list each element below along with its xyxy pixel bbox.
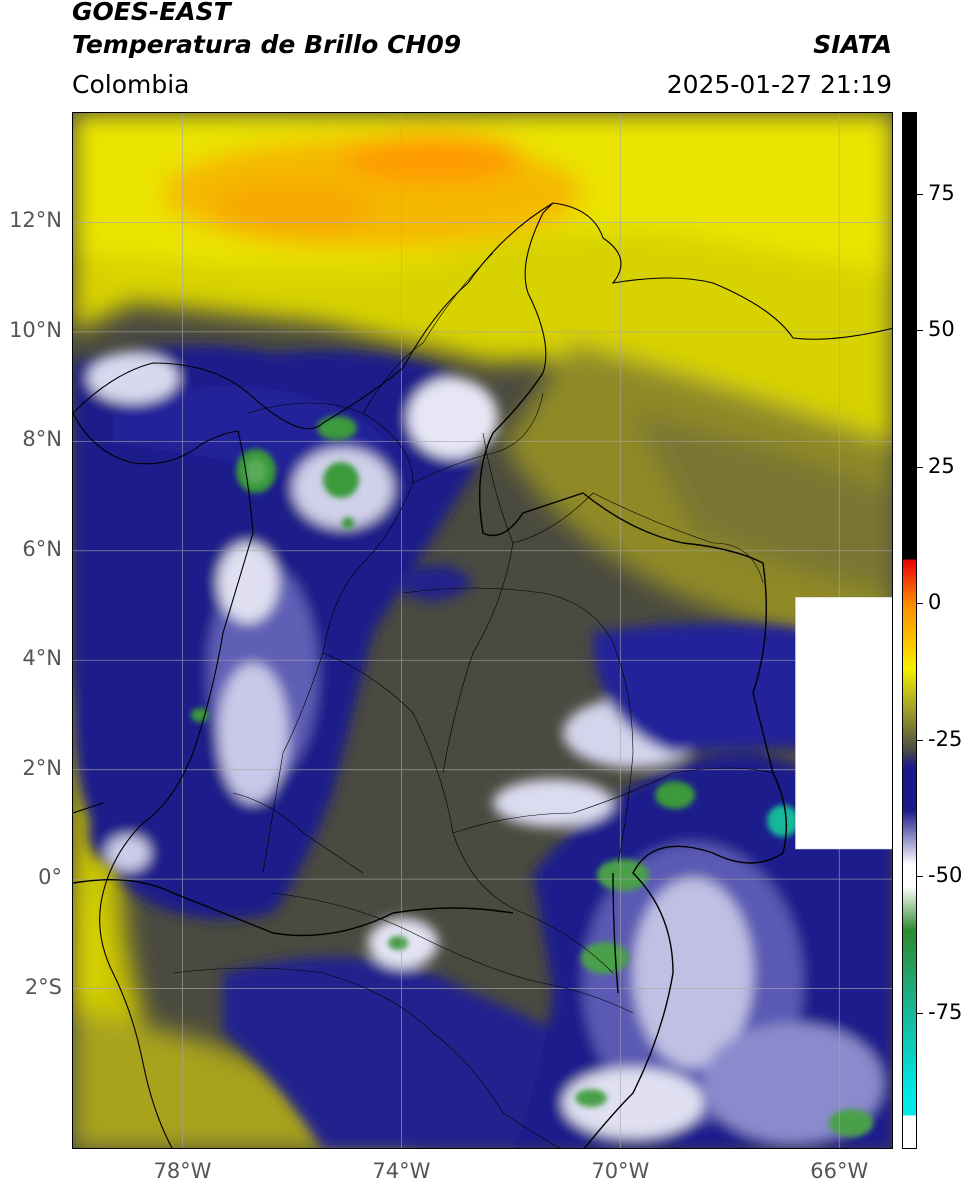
- colorbar-tick-label: 50: [928, 317, 955, 342]
- datetime-label: 2025-01-27 21:19: [666, 70, 892, 99]
- satellite-map: [72, 112, 893, 1149]
- temperature-colorbar: [902, 112, 917, 1149]
- lat-tick-label: 2°N: [22, 755, 62, 780]
- lon-tick-label: 70°W: [591, 1159, 650, 1183]
- brightness-temperature-field: [73, 113, 892, 1148]
- lat-tick-label: 0°: [38, 865, 62, 890]
- lat-tick-label: 4°N: [22, 646, 62, 671]
- no-data-area: [795, 597, 892, 850]
- lat-tick-label: 8°N: [22, 427, 62, 452]
- country-border: [73, 372, 787, 1148]
- admin-borders: [172, 252, 774, 1148]
- cold-cloud-regions: [73, 345, 892, 1148]
- lat-tick-label: 6°N: [22, 536, 62, 561]
- colorbar-tick: [917, 876, 923, 878]
- colorbar-tick-label: 0: [928, 590, 942, 615]
- gridlines: [73, 113, 892, 1148]
- warm-regions: [73, 113, 892, 1148]
- lon-tick-label: 78°W: [153, 1159, 212, 1183]
- colorbar-tick: [917, 330, 923, 332]
- region-label: Colombia: [72, 70, 190, 99]
- colorbar-tick: [917, 739, 923, 741]
- colorbar-tick: [917, 466, 923, 468]
- lat-tick-label: 12°N: [9, 208, 62, 233]
- colorbar-tick-label: -50: [928, 863, 963, 888]
- lon-tick-label: 66°W: [810, 1159, 869, 1183]
- colorbar-tick: [917, 603, 923, 605]
- lon-tick-label: 74°W: [372, 1159, 431, 1183]
- colorbar-tick-label: -75: [928, 999, 963, 1024]
- colorbar-tick: [917, 1012, 923, 1014]
- product-title: Temperatura de Brillo CH09: [72, 30, 462, 59]
- colorbar-tick-label: 75: [928, 180, 955, 205]
- coldest-cloud-tops: [191, 416, 873, 1137]
- lat-tick-label: 2°S: [24, 974, 62, 999]
- agency-label: SIATA: [813, 30, 892, 59]
- colorbar-tick-label: -25: [928, 726, 963, 751]
- colorbar-tick-label: 25: [928, 453, 955, 478]
- lat-tick-label: 10°N: [9, 317, 62, 342]
- coastlines: [73, 202, 892, 1148]
- colorbar-tick: [917, 193, 923, 195]
- satellite-title: GOES-EAST: [72, 0, 231, 26]
